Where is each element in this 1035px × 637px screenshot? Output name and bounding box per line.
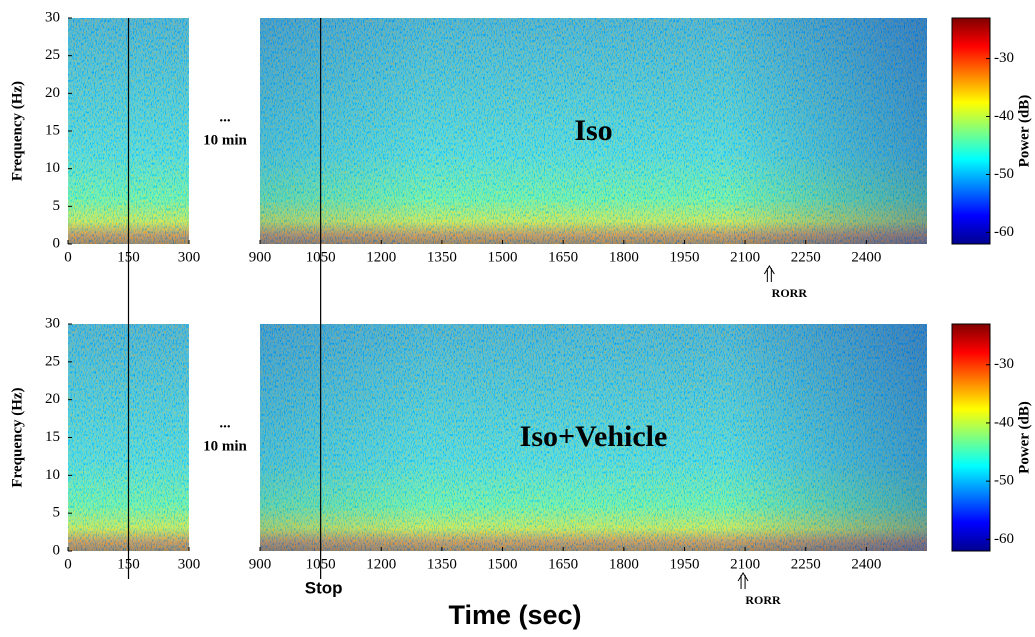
- x-tick-label: 300: [178, 556, 201, 572]
- gap-ellipsis: ...: [219, 109, 231, 125]
- x-tick-label: 1350: [427, 556, 457, 572]
- y-tick-label: 5: [53, 505, 61, 521]
- colorbar-label: Power (dB): [1016, 401, 1032, 474]
- x-tick-label: 900: [249, 249, 272, 265]
- y-axis-label: Frequency (Hz): [9, 387, 25, 487]
- x-tick-label: 1650: [548, 556, 578, 572]
- y-tick-label: 20: [45, 391, 60, 407]
- y-axis-label: Frequency (Hz): [9, 81, 25, 181]
- gap-label: 10 min: [203, 132, 247, 148]
- gap-label: 10 min: [203, 438, 247, 454]
- spectrogram-shade: [260, 324, 927, 551]
- marker-label: Stop: [305, 578, 343, 597]
- x-tick-label: 1500: [488, 556, 518, 572]
- x-tick-label: 1350: [427, 249, 457, 265]
- annotation-label: RORR: [772, 286, 808, 300]
- colorbar-tick-label: -30: [994, 50, 1014, 66]
- colorbar-tick-label: -40: [994, 108, 1014, 124]
- x-tick-label: 2400: [851, 556, 881, 572]
- x-tick-label: 0: [64, 249, 72, 265]
- colorbar: [951, 17, 991, 245]
- annotation-arrow: [763, 265, 775, 282]
- x-tick-label: 1800: [609, 556, 639, 572]
- y-tick-label: 30: [45, 315, 60, 331]
- y-tick-label: 0: [53, 235, 61, 251]
- condition-label: Iso: [574, 114, 612, 147]
- colorbar-tick-label: -50: [994, 166, 1014, 182]
- colorbar: [951, 323, 991, 552]
- x-tick-label: 300: [178, 249, 201, 265]
- x-tick-label: 1500: [488, 249, 518, 265]
- annotation-label: RORR: [745, 593, 781, 607]
- gap-ellipsis: ...: [219, 415, 231, 431]
- y-tick-label: 25: [45, 353, 60, 369]
- y-tick-label: 25: [45, 47, 60, 63]
- spectrogram-shade: [260, 18, 927, 244]
- x-tick-label: 1800: [609, 249, 639, 265]
- x-tick-label: 1950: [669, 249, 699, 265]
- annotation-arrow: [737, 572, 749, 589]
- y-tick-label: 0: [53, 542, 61, 558]
- x-tick-label: 1650: [548, 249, 578, 265]
- y-tick-label: 10: [45, 160, 60, 176]
- colorbar-tick-label: -30: [994, 356, 1014, 372]
- x-tick-label: 2400: [851, 249, 881, 265]
- x-tick-label: 900: [249, 556, 272, 572]
- y-tick-label: 30: [45, 9, 60, 25]
- y-tick-label: 20: [45, 85, 60, 101]
- x-tick-label: 1200: [366, 556, 396, 572]
- y-tick-label: 15: [45, 122, 60, 138]
- x-axis-label: Time (sec): [448, 600, 581, 630]
- x-tick-label: 1200: [366, 249, 396, 265]
- colorbar-tick-label: -50: [994, 473, 1014, 489]
- y-tick-label: 15: [45, 429, 60, 445]
- x-tick-label: 2250: [791, 556, 821, 572]
- colorbar-tick-label: -60: [994, 224, 1014, 240]
- colorbar-tick-label: -40: [994, 414, 1014, 430]
- x-tick-label: 0: [64, 556, 72, 572]
- x-tick-label: 2250: [791, 249, 821, 265]
- y-tick-label: 5: [53, 198, 61, 214]
- x-tick-label: 1950: [669, 556, 699, 572]
- colorbar-tick-label: -60: [994, 531, 1014, 547]
- x-tick-label: 2100: [730, 556, 760, 572]
- colorbar-label: Power (dB): [1016, 95, 1032, 168]
- x-tick-label: 2100: [730, 249, 760, 265]
- y-tick-label: 10: [45, 467, 60, 483]
- condition-label: Iso+Vehicle: [520, 420, 668, 453]
